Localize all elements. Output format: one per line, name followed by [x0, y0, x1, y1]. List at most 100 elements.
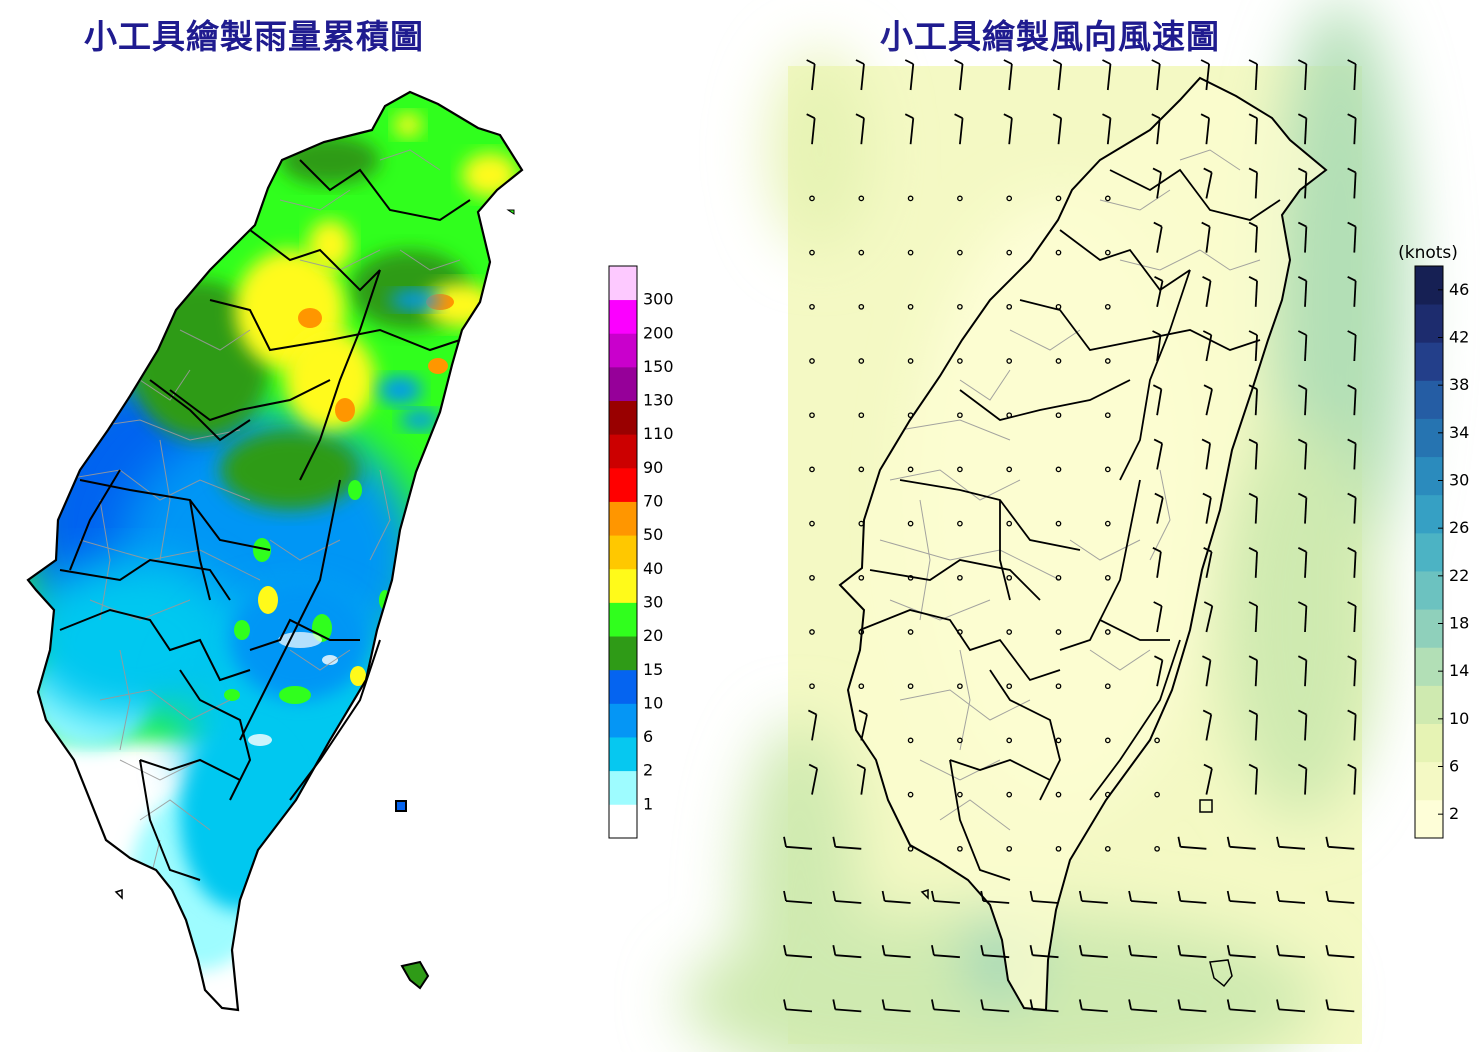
wind-barb	[1304, 714, 1308, 741]
wind-colorbar-label: 34	[1449, 423, 1469, 442]
wind-barb-flag	[1203, 601, 1213, 607]
wind-barb-flag	[1347, 492, 1357, 499]
calm-wind-marker	[1006, 195, 1013, 202]
wind-barb-flag	[1248, 492, 1258, 499]
wind-colorbar-label: 46	[1449, 280, 1469, 299]
rain-colorbar-bin	[609, 501, 637, 536]
wind-barb-flag	[1248, 546, 1258, 553]
wind-barb	[1180, 900, 1207, 904]
rain-colorbar-bin	[609, 804, 637, 839]
rain-colorbar-bin	[609, 366, 637, 401]
wind-barb-flag	[806, 59, 816, 65]
wind-barb-flag	[1347, 384, 1357, 391]
calm-wind-marker	[957, 574, 963, 581]
calm-wind-marker	[1104, 303, 1111, 310]
wind-colorbar-bin	[1415, 571, 1443, 610]
calm-wind-marker	[957, 629, 963, 635]
wind-barb-flag	[832, 836, 837, 847]
wind-barb-flag	[1177, 890, 1182, 902]
wind-barb-flag	[806, 113, 816, 120]
wind-barb-flag	[1052, 59, 1062, 65]
calm-wind-marker	[858, 249, 865, 256]
calm-wind-marker	[1104, 683, 1111, 690]
wind-barb	[835, 900, 862, 904]
wind-barb	[1229, 900, 1256, 904]
wind-colorbar-bin	[1415, 532, 1443, 572]
calm-wind-marker	[1006, 845, 1013, 852]
calm-wind-marker	[1104, 629, 1111, 635]
wind-barb-flag	[954, 113, 963, 120]
wind-barb	[1304, 172, 1308, 199]
wind-barb	[811, 768, 819, 795]
wind-barb	[1081, 1008, 1108, 1013]
wind-barb	[1278, 900, 1306, 904]
wind-barb-flag	[954, 59, 963, 65]
wind-barb	[1254, 172, 1258, 199]
wind-barb	[1180, 954, 1207, 959]
wind-colorbar-bin	[1415, 647, 1443, 686]
wind-barb	[1131, 900, 1158, 904]
rain-colorbar-bin	[609, 535, 637, 570]
wind-barb-flag	[1200, 113, 1210, 120]
wind-barb	[1205, 389, 1213, 416]
wind-barb-flag	[1154, 275, 1163, 282]
calm-wind-marker	[1006, 683, 1013, 690]
rain-colorbar-bin	[609, 434, 637, 469]
calm-wind-marker	[858, 466, 865, 473]
wind-barb-flag	[1347, 655, 1357, 662]
wind-barb	[884, 900, 911, 904]
wind-barb	[1353, 714, 1357, 741]
rain-islet	[114, 888, 123, 900]
wind-barb-flag	[1297, 763, 1307, 770]
wind-barb	[835, 1008, 862, 1013]
wind-barb-flag	[1003, 59, 1013, 65]
wind-barb-flag	[1297, 384, 1307, 391]
wind-barb-flag	[980, 999, 985, 1010]
wind-barb	[1304, 118, 1308, 145]
wind-barb-flag	[783, 836, 787, 847]
wind-colorbar-label: 22	[1449, 566, 1469, 585]
wind-barb-flag	[1154, 492, 1164, 499]
wind-barb	[884, 1008, 911, 1013]
rain-colorbar-frame	[608, 265, 638, 839]
wind-barb	[1156, 443, 1163, 470]
wind-barbs	[783, 59, 1357, 1013]
wind-barb-flag	[1248, 113, 1258, 120]
wind-barb	[983, 954, 1010, 959]
rain-district-lines	[59, 149, 461, 901]
calm-wind-marker	[1006, 303, 1013, 310]
calm-wind-marker	[858, 303, 865, 310]
wind-barb	[1180, 845, 1207, 850]
wind-barb	[1353, 226, 1357, 253]
wind-barb-flag	[1248, 601, 1258, 607]
wind-barb-flag	[1276, 999, 1280, 1010]
rain-colorbar-label: 20	[643, 626, 663, 645]
wind-barb	[1205, 172, 1213, 199]
calm-wind-marker	[858, 683, 865, 690]
calm-wind-marker	[1006, 412, 1013, 419]
wind-barb-flag	[1297, 601, 1307, 607]
wind-colorbar-bin	[1415, 799, 1443, 839]
calm-wind-marker	[1104, 737, 1111, 744]
wind-barb	[860, 714, 868, 741]
wind-island-green	[1199, 799, 1213, 813]
wind-island-orchid	[1209, 959, 1233, 988]
wind-barb-flag	[1248, 384, 1258, 391]
wind-barb-flag	[1029, 890, 1034, 902]
wind-barb-flag	[1200, 59, 1210, 65]
wind-barb-flag	[1029, 999, 1034, 1010]
calm-wind-marker	[1104, 249, 1111, 256]
wind-colorbar-label: 18	[1449, 614, 1469, 633]
wind-barb	[1229, 1008, 1256, 1013]
wind-colorbar-bin	[1415, 266, 1443, 305]
calm-wind-marker	[1104, 358, 1111, 364]
wind-barb-flag	[1153, 601, 1163, 607]
wind-barb	[1205, 443, 1211, 470]
wind-barb-flag	[1003, 113, 1013, 120]
calm-wind-marker	[809, 466, 815, 473]
wind-barb	[1081, 900, 1108, 904]
wind-barb	[1156, 63, 1161, 91]
wind-barb	[933, 954, 960, 959]
wind-barb-flag	[1128, 945, 1132, 956]
wind-barb	[1254, 497, 1258, 524]
